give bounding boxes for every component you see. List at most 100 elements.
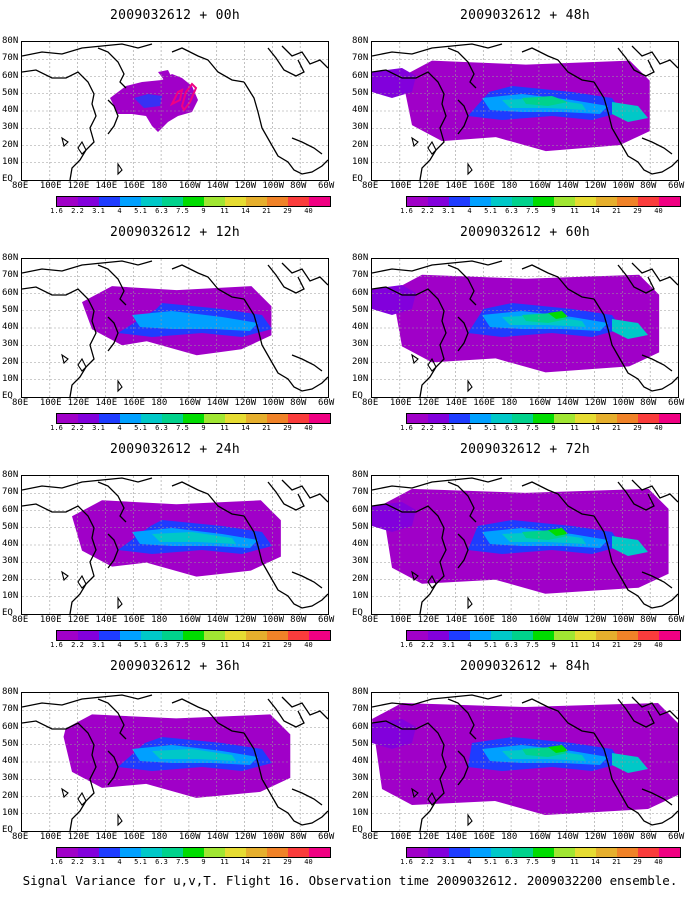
latitude-label: 40N xyxy=(352,539,369,549)
longitude-label: 140W xyxy=(206,615,229,625)
latitude-label: 60N xyxy=(352,504,369,515)
latitude-label: 40N xyxy=(2,322,19,332)
colorbar-label: 1.6 xyxy=(400,207,413,215)
colorbar-swatch xyxy=(225,631,246,640)
coastline xyxy=(593,81,678,175)
coastline xyxy=(22,260,153,274)
colorbar-swatch xyxy=(428,848,449,857)
colorbar-swatch xyxy=(225,197,246,206)
latitude-label: 50N xyxy=(2,521,19,532)
longitude-label: 140E xyxy=(445,398,468,408)
coastline xyxy=(107,316,119,352)
longitude-label: 160W xyxy=(178,181,201,191)
colorbar-label: 2.2 xyxy=(421,858,434,866)
longitude-label: 140W xyxy=(206,181,229,191)
colorbar-label: 4 xyxy=(117,858,122,866)
latitude-label: 30N xyxy=(352,773,369,784)
latitude-label: EQ xyxy=(352,608,363,618)
latitude-label: 50N xyxy=(2,304,19,315)
colorbar-label: 3.1 xyxy=(442,858,455,866)
colorbar-label: 29 xyxy=(633,858,642,866)
map-svg xyxy=(22,476,328,614)
colorbar-swatch xyxy=(575,414,596,423)
latitude-label: 40N xyxy=(2,105,19,115)
colorbar-swatch xyxy=(57,848,78,857)
colorbar-label: 21 xyxy=(262,641,271,649)
colorbar-label: 21 xyxy=(262,858,271,866)
variance-contour xyxy=(169,82,198,112)
colorbar-swatch xyxy=(554,414,575,423)
map-svg xyxy=(372,42,678,180)
colorbar-label: 21 xyxy=(612,207,621,215)
longitude-label: 100W xyxy=(262,398,285,408)
coastline xyxy=(22,503,97,614)
colorbar-label: 3.1 xyxy=(442,207,455,215)
longitude-label: 120W xyxy=(584,615,607,625)
latitude-label: EQ xyxy=(2,391,13,401)
coastline xyxy=(617,264,655,294)
coastline xyxy=(22,720,97,831)
map-svg xyxy=(22,693,328,831)
longitude-label: 60W xyxy=(318,398,335,408)
latitude-label: 10N xyxy=(352,373,369,384)
coastline xyxy=(521,698,595,734)
longitude-label: 140E xyxy=(95,832,118,842)
map-plot xyxy=(21,475,329,615)
colorbar xyxy=(56,413,331,424)
latitude-label: 10N xyxy=(352,807,369,818)
latitude-label: 70N xyxy=(352,270,369,281)
colorbar xyxy=(56,196,331,207)
colorbar-swatch xyxy=(407,197,428,206)
colorbar-swatch xyxy=(204,848,225,857)
map-plot xyxy=(371,258,679,398)
map-panel: 2009032612 + 48h 80N 70N 60N 50N 40N 30N 20N 10N… xyxy=(350,0,700,217)
longitude-label: 60W xyxy=(318,181,335,191)
longitude-label: 160E xyxy=(123,615,145,625)
colorbar-swatch xyxy=(99,848,120,857)
map-svg xyxy=(372,259,678,397)
coastline xyxy=(447,47,477,89)
longitude-label: 180 xyxy=(501,398,518,408)
colorbar-swatch xyxy=(141,848,162,857)
latitude-label: 50N xyxy=(352,304,369,315)
colorbar-swatch xyxy=(57,197,78,206)
colorbar-label: 4 xyxy=(467,641,472,649)
coastline xyxy=(291,571,323,589)
latitude-label: 70N xyxy=(2,53,19,64)
coastline xyxy=(447,698,477,740)
coastline xyxy=(617,481,655,511)
colorbar-swatch xyxy=(267,414,288,423)
coastline xyxy=(97,698,127,740)
colorbar-label: 5.1 xyxy=(134,424,147,432)
longitude-label: 100W xyxy=(262,181,285,191)
latitude-label: EQ xyxy=(352,825,363,835)
colorbar-label: 14 xyxy=(591,207,600,215)
colorbar-label: 14 xyxy=(591,641,600,649)
colorbar-swatch xyxy=(57,631,78,640)
colorbar-label: 11 xyxy=(220,424,229,432)
colorbar-swatch xyxy=(428,197,449,206)
colorbar-label: 2.2 xyxy=(421,424,434,432)
colorbar-swatch xyxy=(78,414,99,423)
colorbar-swatch xyxy=(162,197,183,206)
latitude-label: 70N xyxy=(352,53,369,64)
colorbar-label: 4 xyxy=(467,207,472,215)
colorbar-label: 1.6 xyxy=(400,858,413,866)
longitude-label: 160E xyxy=(473,181,495,191)
coastline xyxy=(97,47,127,89)
coastline xyxy=(372,260,503,274)
colorbar-labels: 1.6 2.2 3.1 4 5.1 6.3 7.5 9 11 14 21 29 40 xyxy=(400,641,666,651)
longitude-label: 160E xyxy=(123,832,145,842)
latitude-label: 50N xyxy=(352,738,369,749)
latitude-label: 10N xyxy=(352,590,369,601)
latitude-label: EQ xyxy=(2,608,13,618)
longitude-label: 80E xyxy=(12,181,29,191)
latitude-label: 30N xyxy=(352,339,369,350)
colorbar-label: 14 xyxy=(241,424,250,432)
panel-title: 2009032612 + 12h xyxy=(109,225,241,240)
longitude-label: 80W xyxy=(640,832,657,842)
colorbar-label: 11 xyxy=(570,207,579,215)
colorbar-label: 7.5 xyxy=(526,858,539,866)
colorbar-swatch xyxy=(491,848,512,857)
coastline xyxy=(281,479,328,503)
